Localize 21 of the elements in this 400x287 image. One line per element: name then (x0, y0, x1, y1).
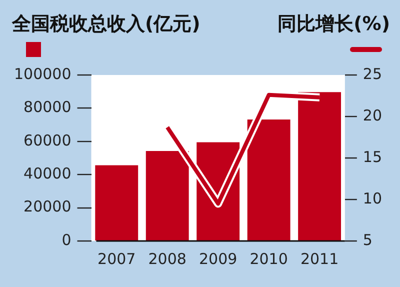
bar (95, 165, 138, 240)
y-tick-label: 0 (62, 230, 72, 249)
y2-tick-label: 10 (362, 189, 382, 208)
x-tick-label: 2010 (250, 250, 288, 268)
bar (247, 119, 290, 240)
y2-tick-label: 20 (362, 106, 382, 124)
x-tick-label: 2008 (148, 250, 186, 268)
y-tick-label: 60000 (24, 131, 72, 150)
y2-tick-label: 15 (362, 148, 382, 166)
y-tick-label: 100000 (14, 64, 72, 83)
y-tick-label: 80000 (24, 98, 72, 116)
y2-axis-title: 同比增长(%) (278, 13, 390, 35)
x-tick-label: 2009 (198, 250, 238, 268)
y2-tick-label: 5 (362, 230, 372, 249)
y-tick-label: 40000 (24, 164, 72, 182)
x-tick-label: 2007 (98, 250, 136, 268)
bar (146, 151, 189, 240)
y2-tick-label: 25 (362, 64, 382, 83)
y-tick-label: 20000 (24, 198, 72, 216)
y-axis-title: 全国税收总收入(亿元) (11, 13, 200, 35)
x-tick-label: 2011 (300, 250, 339, 268)
